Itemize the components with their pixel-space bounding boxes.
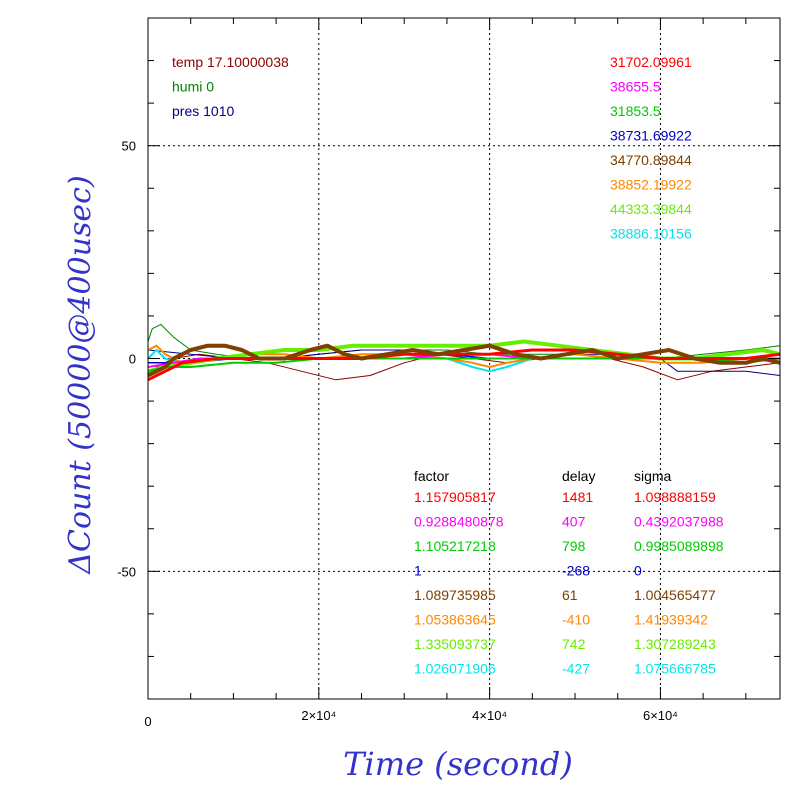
table-cell-delay: -268 bbox=[562, 563, 590, 579]
legend-value: 38731.69922 bbox=[610, 128, 692, 144]
table-cell-sigma: 0 bbox=[634, 563, 642, 579]
table-cell-sigma: 0.4392037988 bbox=[634, 514, 724, 530]
table-cell-delay: 798 bbox=[562, 538, 586, 554]
x-tick-label: 2×10⁴ bbox=[301, 708, 336, 723]
env-readout: humi 0 bbox=[172, 79, 214, 95]
y-tick-label: 0 bbox=[129, 352, 136, 367]
y-tick-label: 50 bbox=[122, 139, 136, 154]
table-header: factor bbox=[414, 468, 449, 484]
series-line bbox=[147, 343, 781, 378]
legend-value: 44333.39844 bbox=[610, 201, 692, 217]
table-cell-factor: 1.335093737 bbox=[414, 636, 496, 652]
legend-value: 38655.5 bbox=[610, 79, 661, 95]
table-cell-delay: -410 bbox=[562, 612, 590, 628]
table-header: sigma bbox=[634, 468, 672, 484]
tick-marks bbox=[147, 17, 780, 700]
table-cell-delay: 407 bbox=[562, 514, 586, 530]
table-cell-sigma: 1.41939342 bbox=[634, 612, 708, 628]
table-cell-sigma: 1.004565477 bbox=[634, 587, 716, 603]
env-readout: temp 17.10000038 bbox=[172, 54, 289, 70]
legend-value: 31702.09961 bbox=[610, 54, 692, 70]
table-header: delay bbox=[562, 468, 595, 484]
legend-value: 31853.5 bbox=[610, 103, 661, 119]
series-group bbox=[147, 323, 781, 382]
overlay-text: temp 17.10000038 humi 0 pres 1010 31702.099… bbox=[172, 54, 724, 677]
tick-labels: 0 2×10⁴ 4×10⁴ 6×10⁴ 50 0 -50 bbox=[117, 139, 678, 729]
legend-value: 34770.89844 bbox=[610, 152, 692, 168]
x-tick-label: 0 bbox=[144, 714, 151, 729]
legend-value: 38852.19922 bbox=[610, 177, 692, 193]
table-cell-factor: 1.089735985 bbox=[414, 587, 496, 603]
table-cell-factor: 0.9288480878 bbox=[414, 514, 504, 530]
table-cell-delay: 1481 bbox=[562, 489, 593, 505]
table-cell-factor: 1.053863645 bbox=[414, 612, 496, 628]
x-tick-label: 6×10⁴ bbox=[643, 708, 678, 723]
table-cell-factor: 1.105217218 bbox=[414, 538, 496, 554]
table-cell-sigma: 1.075666785 bbox=[634, 661, 716, 677]
legend-value: 38886.10156 bbox=[610, 226, 692, 242]
series-line bbox=[147, 348, 781, 382]
table-cell-factor: 1 bbox=[414, 563, 422, 579]
table-cell-delay: 61 bbox=[562, 587, 578, 603]
table-cell-factor: 1.026071906 bbox=[414, 661, 496, 677]
table-cell-delay: -427 bbox=[562, 661, 590, 677]
x-axis-label: Time (second) bbox=[343, 745, 573, 783]
env-readout: pres 1010 bbox=[172, 103, 234, 119]
table-cell-sigma: 1.307289243 bbox=[634, 636, 716, 652]
y-tick-label: -50 bbox=[117, 564, 136, 579]
y-axis-label: ΔCount (50000@400usec) bbox=[63, 175, 98, 574]
table-cell-delay: 742 bbox=[562, 636, 586, 652]
table-cell-factor: 1.157905817 bbox=[414, 489, 496, 505]
table-cell-sigma: 1.098888159 bbox=[634, 489, 716, 505]
table-cell-sigma: 0.9985089898 bbox=[634, 538, 724, 554]
x-tick-label: 4×10⁴ bbox=[472, 708, 507, 723]
